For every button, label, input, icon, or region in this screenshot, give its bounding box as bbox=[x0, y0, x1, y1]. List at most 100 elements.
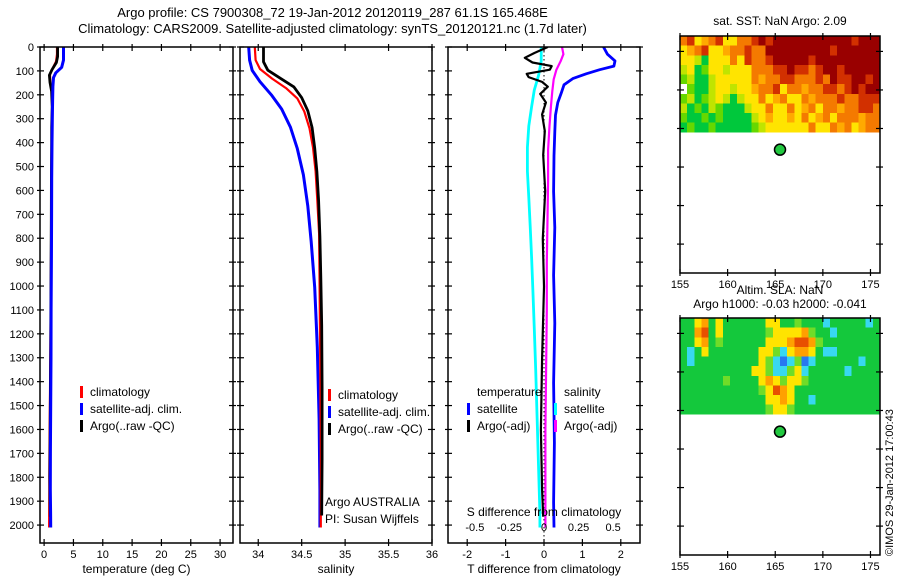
x-tick-label: 36 bbox=[426, 549, 438, 561]
y-tick-label: 300 bbox=[16, 114, 34, 126]
temperature-legend: climatology satellite-adj. clim. Argo(..… bbox=[80, 384, 182, 435]
temperature-profile: 0 5 10 15 20 25 300100200300400500600700800900… bbox=[10, 42, 236, 576]
sst-map: 155 160 165 170 175 bbox=[671, 33, 883, 291]
series-temperature-satellite bbox=[552, 47, 617, 528]
legend-item: satellite bbox=[467, 401, 542, 418]
x-tick-label: 165 bbox=[766, 279, 784, 291]
temperature-diff-legend: temperature satellite Argo(-adj) bbox=[467, 384, 542, 435]
x-tick-label: 155 bbox=[671, 561, 689, 573]
difference-profile: -2 -1 0 1 2T difference from climatology S di… bbox=[445, 44, 643, 576]
x-tick-label: -2 bbox=[462, 549, 472, 561]
imos-watermark: ©IMOS 29-Jan-2012 17:00:43 bbox=[884, 409, 896, 556]
legend-item: Argo(-adj) bbox=[467, 418, 542, 435]
credit-pi: PI: Susan Wijffels bbox=[325, 512, 419, 526]
x-tick-label: -1 bbox=[501, 549, 511, 561]
legend-item: Argo(-adj) bbox=[554, 418, 617, 435]
axes-frame bbox=[39, 46, 234, 544]
argo-position-marker bbox=[773, 425, 787, 438]
x-tick-label: 155 bbox=[671, 279, 689, 291]
satellite-t-swatch bbox=[467, 403, 470, 415]
legend-item: satellite-adj. clim. bbox=[80, 401, 182, 418]
sla-map: 155 160 165 170 175 bbox=[671, 315, 883, 573]
x-tick-label: 30 bbox=[214, 549, 226, 561]
series-argo-raw-qc- bbox=[262, 47, 324, 516]
sst-map-title: sat. SST: NaN Argo: 2.09 bbox=[713, 14, 847, 28]
x-tick-label: 0 bbox=[541, 549, 547, 561]
x2-tick-label: 0.25 bbox=[568, 522, 589, 534]
salinity-profile: 34 34.5 35 35.5 36 salinity bbox=[237, 44, 438, 576]
series-satellite-adj-clim- bbox=[247, 47, 322, 528]
y-tick-label: 600 bbox=[16, 185, 34, 197]
y-tick-label: 400 bbox=[16, 138, 34, 150]
y-tick-label: 1300 bbox=[10, 353, 34, 365]
y-tick-label: 1100 bbox=[10, 305, 34, 317]
x-tick-label: 10 bbox=[97, 549, 109, 561]
legend-label: Argo(..raw -QC) bbox=[338, 422, 423, 436]
x-tick-label: 20 bbox=[155, 549, 167, 561]
legend-item: satellite bbox=[554, 401, 617, 418]
y-tick-label: 500 bbox=[16, 162, 34, 174]
x-tick-label: 34.5 bbox=[291, 549, 312, 561]
legend-label: satellite bbox=[564, 402, 605, 416]
y-tick-label: 900 bbox=[16, 257, 34, 269]
axes-frame bbox=[679, 317, 881, 556]
x-tick-label: 35.5 bbox=[378, 549, 399, 561]
x2-tick-label: 0.5 bbox=[605, 522, 620, 534]
x2-tick-label: -0.5 bbox=[465, 522, 484, 534]
legend-item: climatology bbox=[80, 384, 182, 401]
x-axis-label: temperature (deg C) bbox=[82, 562, 190, 576]
series-salinity-satellite bbox=[526, 47, 543, 528]
sla-map-title-1: Altim. SLA: NaN bbox=[736, 283, 824, 297]
axes-frame bbox=[679, 35, 881, 274]
y-tick-label: 1500 bbox=[10, 401, 34, 413]
y-tick-label: 2000 bbox=[10, 520, 34, 532]
legend-item: Argo(..raw -QC) bbox=[80, 418, 182, 435]
satellite-s-swatch bbox=[554, 403, 557, 415]
figure-title: Argo profile: CS 7900308_72 19-Jan-2012 … bbox=[117, 5, 548, 20]
x-tick-label: 170 bbox=[814, 561, 832, 573]
x-tick-label: 160 bbox=[718, 561, 736, 573]
axes-frame bbox=[239, 46, 433, 544]
salinity-diff-legend: salinity satellite Argo(-adj) bbox=[554, 384, 617, 435]
legend-label: satellite-adj. clim. bbox=[338, 405, 431, 419]
y-tick-label: 1900 bbox=[10, 496, 34, 508]
legend-header: salinity bbox=[564, 385, 601, 399]
x-tick-label: 34 bbox=[252, 549, 264, 561]
legend-label: Argo(..raw -QC) bbox=[90, 419, 175, 433]
legend-label: satellite-adj. clim. bbox=[90, 402, 183, 416]
x-axis-label: salinity bbox=[318, 562, 355, 576]
salinity-legend: climatology satellite-adj. clim. Argo(..… bbox=[328, 387, 430, 438]
heatmap-cells bbox=[680, 318, 881, 415]
x-tick-label: 165 bbox=[766, 561, 784, 573]
series-temperature-argo-adj- bbox=[523, 47, 553, 517]
y-tick-label: 200 bbox=[16, 90, 34, 102]
x2-axis-label: S difference from climatology bbox=[467, 505, 622, 519]
argo-s-swatch bbox=[554, 420, 557, 432]
x2-tick-label: -0.25 bbox=[497, 522, 522, 534]
x-tick-label: 5 bbox=[70, 549, 76, 561]
x-tick-label: 0 bbox=[41, 549, 47, 561]
x-tick-label: 175 bbox=[861, 561, 879, 573]
satellite-adj-swatch bbox=[328, 406, 331, 418]
x2-tick-label: 0 bbox=[541, 522, 547, 534]
sla-map-title-2: Argo h1000: -0.03 h2000: -0.041 bbox=[693, 297, 867, 311]
x-tick-label: 2 bbox=[618, 549, 624, 561]
x-tick-label: 25 bbox=[185, 549, 197, 561]
series-salinity-argo-adj- bbox=[544, 47, 565, 528]
x-axis-label: T difference from climatology bbox=[467, 562, 621, 576]
y-tick-label: 1700 bbox=[10, 448, 34, 460]
climatology-swatch bbox=[328, 389, 331, 401]
series-satellite-adj-clim- bbox=[48, 47, 65, 528]
x-tick-label: 35 bbox=[339, 549, 351, 561]
legend-label: climatology bbox=[338, 388, 399, 402]
x-tick-label: 15 bbox=[126, 549, 138, 561]
argo-t-swatch bbox=[467, 420, 470, 432]
legend-label: climatology bbox=[90, 385, 151, 399]
climatology-swatch bbox=[80, 386, 83, 398]
y-tick-label: 1200 bbox=[10, 329, 34, 341]
x-tick-label: 170 bbox=[814, 279, 832, 291]
y-tick-label: 800 bbox=[16, 233, 34, 245]
y-tick-label: 1600 bbox=[10, 424, 34, 436]
